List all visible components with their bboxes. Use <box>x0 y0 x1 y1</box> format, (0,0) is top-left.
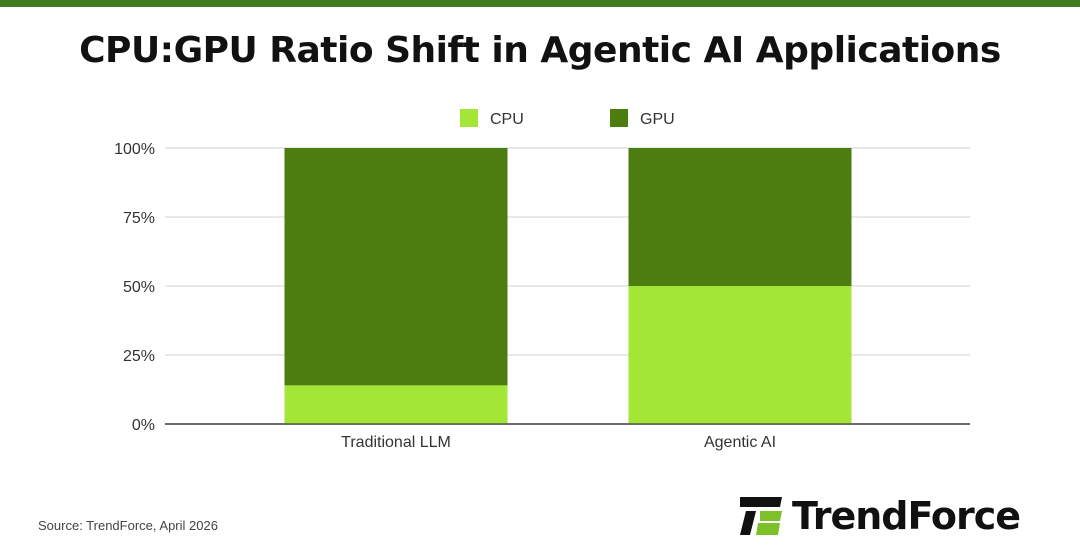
y-tick-label: 50% <box>123 279 155 296</box>
y-tick-label: 25% <box>123 348 155 365</box>
y-tick-label: 75% <box>123 210 155 227</box>
top-accent-bar <box>0 0 1080 7</box>
bar-gpu <box>284 148 508 386</box>
bar-cpu <box>284 385 508 424</box>
legend-label: CPU <box>490 111 524 128</box>
bar-gpu <box>628 148 852 286</box>
source-note: Source: TrendForce, April 2026 <box>38 518 218 533</box>
chart-title: CPU:GPU Ratio Shift in Agentic AI Applic… <box>79 30 1001 71</box>
logo-text: TrendForce <box>792 494 1021 538</box>
x-tick-label: Traditional LLM <box>341 434 451 451</box>
trendforce-logo: TrendForce <box>738 494 1021 538</box>
bar-cpu <box>628 286 852 424</box>
y-tick-label: 100% <box>114 141 155 158</box>
legend-label: GPU <box>640 111 675 128</box>
x-tick-label: Agentic AI <box>704 434 776 451</box>
trendforce-logo-icon <box>740 497 782 535</box>
y-tick-label: 0% <box>132 417 155 434</box>
legend-swatch-cpu <box>460 109 478 127</box>
legend-swatch-gpu <box>610 109 628 127</box>
